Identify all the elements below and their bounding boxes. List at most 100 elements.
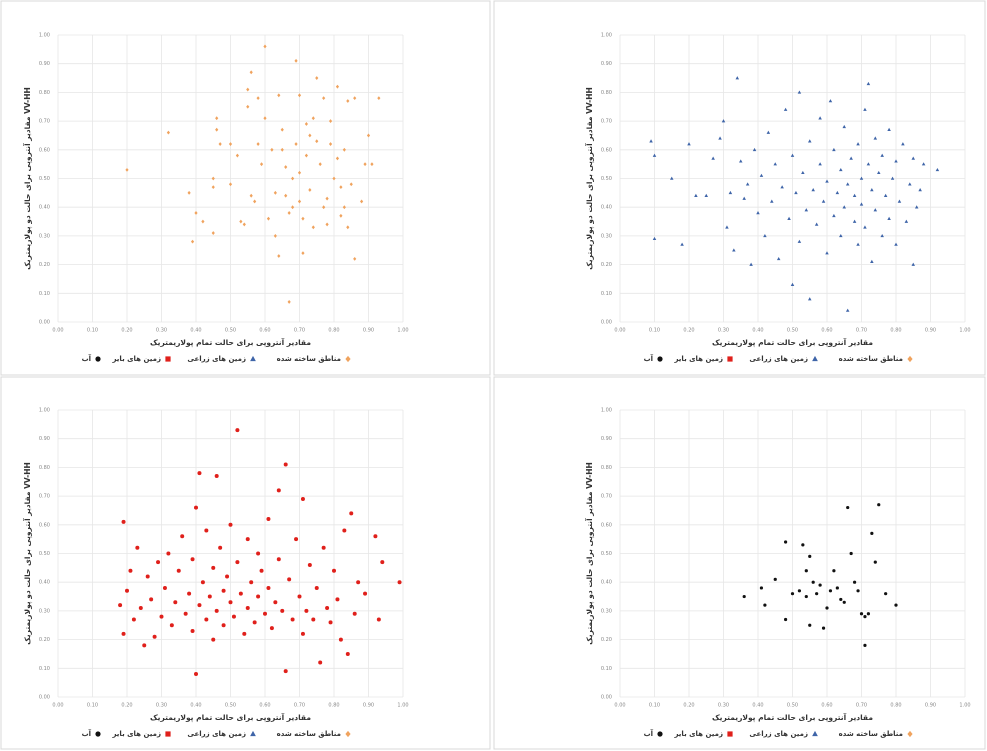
point <box>328 142 333 146</box>
x-tick-label: 0.80 <box>890 703 901 709</box>
point <box>218 142 222 146</box>
x-tick-label: 0.60 <box>259 703 270 709</box>
x-tick-label: 0.80 <box>328 703 339 709</box>
x-tick-label: 0.40 <box>190 328 201 334</box>
point <box>342 528 347 533</box>
point <box>328 620 333 625</box>
y-tick-label: 0.80 <box>39 90 50 96</box>
y-tick-label: 0.70 <box>39 119 50 125</box>
point <box>291 205 295 210</box>
point <box>859 202 864 206</box>
legend-marker <box>727 356 733 362</box>
point <box>356 580 361 585</box>
x-tick-label: 0.00 <box>52 328 63 334</box>
legend-label: مناطق ساخته شده <box>839 730 903 738</box>
point <box>266 585 271 590</box>
y-tick-label: 1.00 <box>601 408 612 414</box>
point <box>349 511 354 516</box>
x-tick-label: 0.70 <box>294 328 305 334</box>
point <box>894 159 898 163</box>
point <box>135 545 140 550</box>
point <box>187 591 192 596</box>
point <box>863 643 867 647</box>
legend-marker <box>812 730 818 737</box>
y-tick-label: 0.10 <box>601 291 612 297</box>
y-tick-label: 0.10 <box>39 291 50 297</box>
point <box>280 127 284 132</box>
point <box>897 199 902 203</box>
point <box>738 159 743 163</box>
point <box>873 208 878 212</box>
point <box>338 637 343 642</box>
point <box>866 162 871 166</box>
point <box>149 597 154 602</box>
point <box>763 233 767 238</box>
y-axis-title: مقادیر آنتروپی برای حالت دو پولاریمتریک … <box>584 462 594 645</box>
point <box>825 179 829 183</box>
point <box>363 162 367 167</box>
point <box>169 623 174 628</box>
point <box>145 574 150 579</box>
point <box>852 193 857 197</box>
legend-marker <box>345 355 351 363</box>
legend-label: آب <box>82 354 92 363</box>
point <box>204 617 209 622</box>
point <box>346 225 350 230</box>
point <box>256 594 261 599</box>
y-tick-label: 0.50 <box>39 176 50 182</box>
y-tick-label: 0.40 <box>601 205 612 211</box>
x-tick-label: 0.90 <box>363 703 374 709</box>
legend-label: زمین های زراعی <box>187 730 246 738</box>
point <box>935 167 940 172</box>
y-tick-label: 0.20 <box>39 637 50 643</box>
x-axis-title: مقادیر آنتروپی برای حالت تمام پولاریمتری… <box>150 337 311 347</box>
x-tick-label: 1.00 <box>397 703 408 709</box>
point <box>921 162 926 166</box>
legend-marker <box>95 731 101 737</box>
legend-label: مناطق ساخته شده <box>839 355 903 363</box>
x-tick-label: 0.80 <box>890 328 901 334</box>
point <box>121 519 126 524</box>
point <box>804 569 808 573</box>
point <box>894 242 898 246</box>
point <box>353 256 357 261</box>
point <box>228 142 233 146</box>
point <box>249 193 253 198</box>
x-tick-label: 0.30 <box>156 328 167 334</box>
x-tick-label: 0.50 <box>787 328 798 334</box>
point <box>315 139 319 144</box>
point <box>728 190 733 195</box>
x-tick-label: 0.10 <box>649 703 660 709</box>
x-tick-label: 0.00 <box>614 328 625 334</box>
legend-label: زمین های بایر <box>673 730 723 738</box>
panel-border <box>0 376 491 750</box>
point <box>253 199 257 204</box>
point <box>380 560 385 565</box>
point <box>773 577 777 581</box>
point <box>246 87 250 92</box>
legend-label: زمین های زراعی <box>749 355 808 363</box>
x-tick-label: 0.40 <box>190 703 201 709</box>
y-tick-label: 0.30 <box>601 233 612 239</box>
point <box>263 44 267 49</box>
point <box>352 611 357 616</box>
point <box>325 196 329 201</box>
point <box>783 107 788 111</box>
point <box>908 182 912 186</box>
point <box>225 574 230 579</box>
point <box>345 651 350 656</box>
x-tick-label: 0.20 <box>683 328 694 334</box>
point <box>773 162 778 166</box>
legend-marker <box>250 730 256 737</box>
point <box>883 193 888 197</box>
point <box>263 611 267 616</box>
y-tick-label: 0.30 <box>39 233 50 239</box>
point <box>176 568 181 573</box>
x-tick-label: 0.80 <box>328 328 339 334</box>
point <box>291 176 295 181</box>
y-tick-label: 0.50 <box>601 176 612 182</box>
point <box>839 597 843 602</box>
point <box>784 617 788 622</box>
point <box>832 569 836 573</box>
point <box>839 167 843 172</box>
